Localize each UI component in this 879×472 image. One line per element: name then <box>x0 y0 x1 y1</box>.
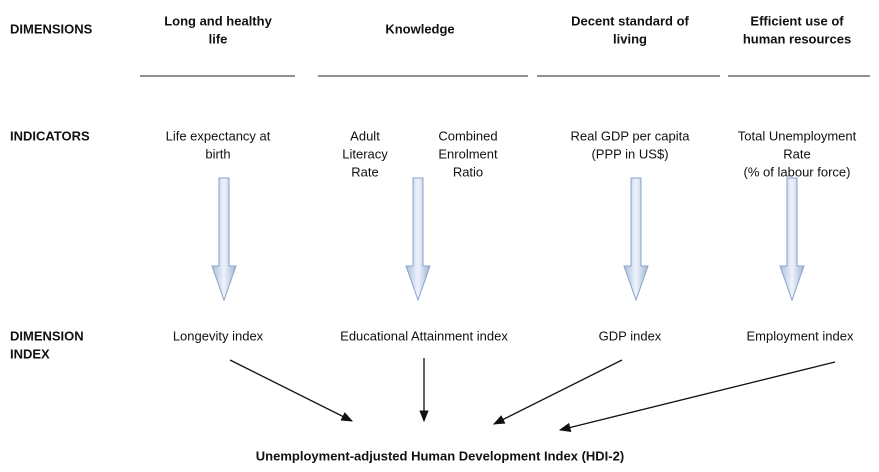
dimension: human resources <box>743 31 851 46</box>
dimension: Decent standard of <box>571 13 689 28</box>
result: Unemployment-adjusted Human Development … <box>256 448 624 463</box>
row-label: INDICATORS <box>10 128 90 143</box>
row-label: INDEX <box>10 346 50 361</box>
indicator: Ratio <box>453 164 483 179</box>
indicator: Literacy <box>342 146 388 161</box>
index: Employment index <box>747 328 854 343</box>
indicator: Life expectancy at <box>166 128 271 143</box>
indicator: Rate <box>783 146 810 161</box>
dimension: Knowledge <box>385 21 454 36</box>
indicator: Combined <box>438 128 497 143</box>
indicator: Enrolment <box>438 146 498 161</box>
indicator: Adult <box>350 128 380 143</box>
index: Longevity index <box>173 328 264 343</box>
dimension: life <box>209 31 228 46</box>
dimension: Long and healthy <box>164 13 272 28</box>
indicator: Rate <box>351 164 378 179</box>
indicator: birth <box>205 146 230 161</box>
indicator: (% of labour force) <box>744 164 851 179</box>
indicator: (PPP in US$) <box>591 146 668 161</box>
index: GDP index <box>599 328 662 343</box>
row-label: DIMENSIONS <box>10 21 93 36</box>
dimension: Efficient use of <box>750 13 844 28</box>
arrows <box>229 358 836 433</box>
block-arrows <box>211 177 805 302</box>
indicator: Total Unemployment <box>738 128 857 143</box>
index: Educational Attainment index <box>340 328 508 343</box>
indicator: Real GDP per capita <box>571 128 691 143</box>
row-label: DIMENSION <box>10 328 84 343</box>
dimension: living <box>613 31 647 46</box>
